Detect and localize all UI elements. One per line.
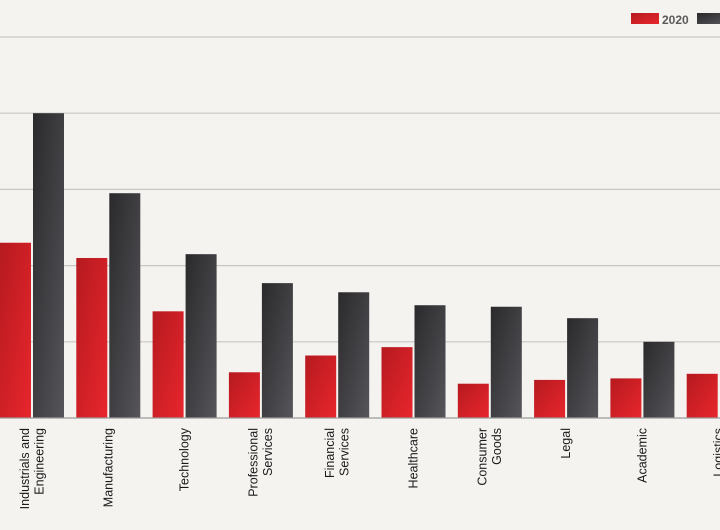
bar-2020-9 [686,373,718,418]
x-tick-label: Healthcare [407,428,421,488]
legend-swatch [631,13,659,24]
bar-series-2-5 [414,305,446,418]
bars [0,113,718,418]
bar-2020-5 [381,347,413,418]
bar-series-2-6 [490,306,522,418]
bar-series-2-3 [261,283,293,418]
bar-series-2-1 [109,193,141,418]
x-tick-label: Industrials andEngineering [18,428,47,509]
bar-series-2-7 [567,318,599,418]
x-tick-labels: Industrials andEngineering Manufacturing T… [18,427,720,509]
bar-series-2-0 [33,113,64,418]
x-tick-label: Technology [178,427,192,491]
bar-2020-3 [228,372,260,418]
bar-2020-8 [610,378,642,418]
bar-series-2-2 [185,254,217,418]
bar-2020-4 [305,355,337,418]
x-tick-label: Legal [559,428,573,459]
x-tick-label: Logistics [712,428,720,477]
legend-label: 2020 [662,13,689,27]
bar-2020-7 [534,379,566,418]
legend: 2020 [631,13,720,27]
bar-2020-1 [76,257,108,418]
bar-2020-2 [152,311,184,418]
bar-2020-0 [0,242,31,418]
x-tick-label: ConsumerGoods [476,428,505,486]
legend-swatch [697,13,720,24]
x-tick-label: FinancialServices [323,428,352,478]
bar-series-2-4 [338,292,370,418]
bar-series-2-8 [643,341,675,418]
bar-2020-6 [457,383,489,418]
x-tick-label: Manufacturing [101,428,115,507]
x-tick-label: Academic [635,428,649,483]
x-tick-label: ProfessionalServices [247,428,276,497]
